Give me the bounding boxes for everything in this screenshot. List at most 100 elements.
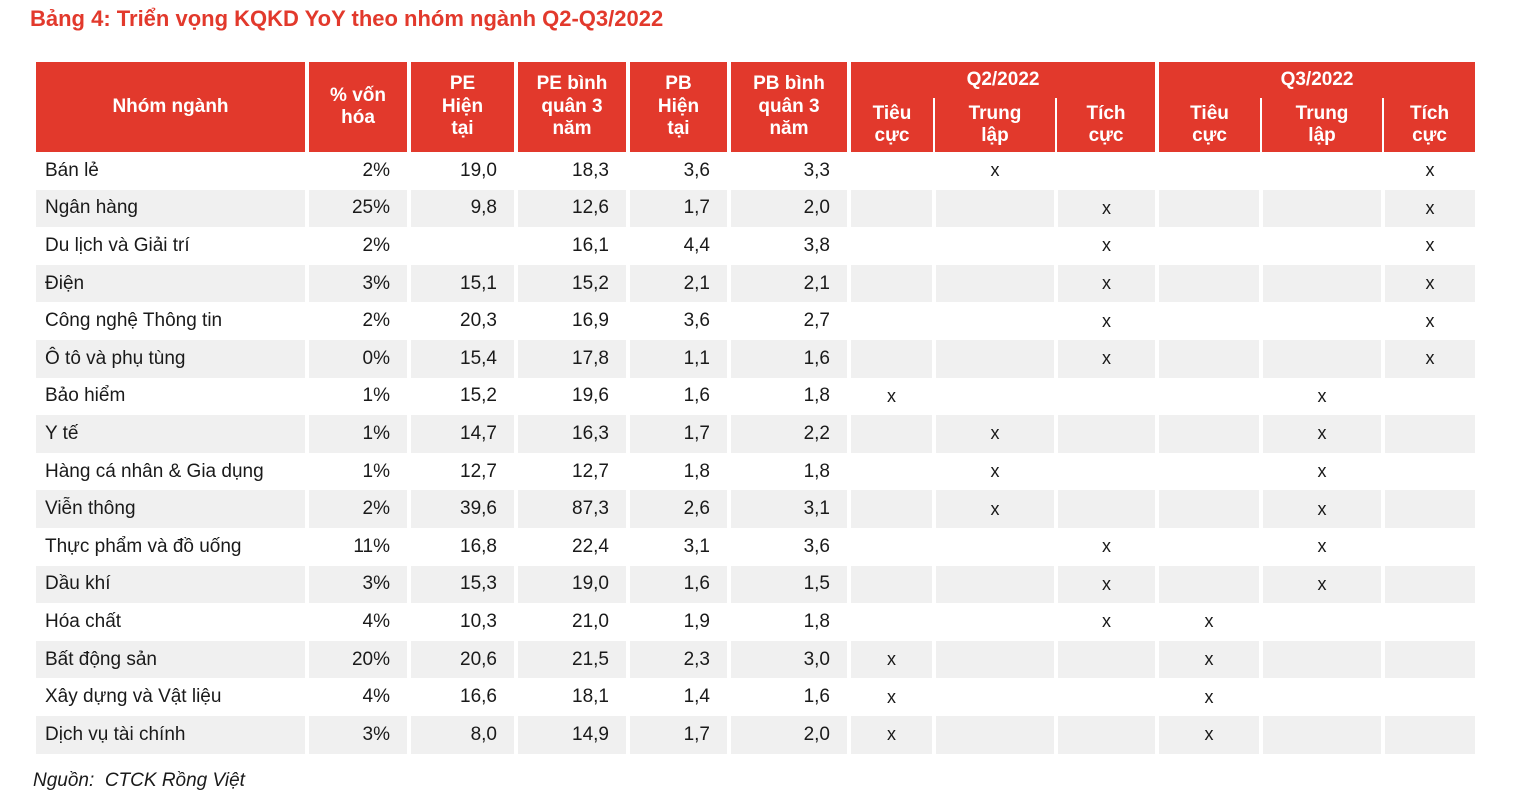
table-row: Bán lẻ 2% 19,0 18,3 3,6 3,3 x x — [36, 152, 1476, 190]
header-q3-neutral: Trung lập — [1260, 98, 1384, 152]
pe-current-cell: 10,3 — [407, 603, 516, 641]
table-row: Dịch vụ tài chính 3% 8,0 14,9 1,7 2,0 x x — [36, 715, 1476, 754]
pe-current-cell — [407, 227, 516, 265]
pe-current-cell: 12,7 — [407, 452, 516, 491]
q2-neutral-mark-cell — [932, 715, 1056, 754]
pb-avg3y-cell: 1,6 — [727, 339, 849, 378]
q2-neutral-mark-cell: x — [932, 490, 1056, 528]
industry-outlook-table: Nhóm ngành % vốn hóa PE Hiện tại PE bình… — [36, 62, 1476, 754]
table-row: Thực phẩm và đồ uống 11% 16,8 22,4 3,1 3,6 x x — [36, 527, 1476, 566]
q2-positive-mark-cell: x — [1053, 264, 1158, 303]
table-row: Ô tô và phụ tùng 0% 15,4 17,8 1,1 1,6 x x — [36, 339, 1476, 378]
q2-positive-mark-cell — [1053, 490, 1158, 528]
pb-avg3y-cell: 2,7 — [727, 302, 849, 340]
pb-avg3y-cell: 1,8 — [727, 377, 849, 416]
pb-current-cell: 1,1 — [626, 339, 729, 378]
q2-neutral-mark-cell — [932, 603, 1056, 641]
q3-negative-mark-cell — [1155, 377, 1262, 416]
table-header: Nhóm ngành % vốn hóa PE Hiện tại PE bình… — [36, 62, 1476, 152]
q3-positive-mark-cell — [1381, 415, 1476, 453]
pe-avg3y-cell: 19,6 — [514, 377, 628, 416]
pe-current-cell: 9,8 — [407, 189, 516, 228]
q3-positive-mark-cell: x — [1381, 189, 1476, 228]
pe-current-cell: 16,6 — [407, 678, 516, 716]
q2-neutral-mark-cell: x — [932, 415, 1056, 453]
q2-positive-mark-cell: x — [1053, 603, 1158, 641]
q2-neutral-mark-cell — [932, 377, 1056, 416]
pb-avg3y-cell: 3,0 — [727, 640, 849, 679]
table-row: Công nghệ Thông tin 2% 20,3 16,9 3,6 2,7 x x — [36, 302, 1476, 340]
q2-positive-mark-cell: x — [1053, 227, 1158, 265]
q3-negative-mark-cell: x — [1155, 678, 1262, 716]
industry-cell: Du lịch và Giải trí — [36, 227, 307, 265]
q2-negative-mark-cell — [847, 527, 934, 566]
pe-avg3y-cell: 16,3 — [514, 415, 628, 453]
q2-negative-mark-cell — [847, 452, 934, 491]
q3-positive-mark-cell — [1381, 527, 1476, 566]
q2-neutral-mark-cell — [932, 189, 1056, 228]
q3-negative-mark-cell — [1155, 152, 1262, 190]
q2-neutral-mark-cell: x — [932, 152, 1056, 190]
q3-positive-mark-cell: x — [1381, 227, 1476, 265]
table-row: Điện 3% 15,1 15,2 2,1 2,1 x x — [36, 264, 1476, 303]
q2-positive-mark-cell — [1053, 640, 1158, 679]
q2-negative-mark-cell — [847, 490, 934, 528]
q2-positive-mark-cell: x — [1053, 565, 1158, 604]
q2-positive-mark-cell: x — [1053, 189, 1158, 228]
q2-negative-mark-cell — [847, 189, 934, 228]
q3-positive-mark-cell — [1381, 565, 1476, 604]
market-cap-cell: 4% — [305, 603, 409, 641]
table-row: Du lịch và Giải trí 2% 16,1 4,4 3,8 x x — [36, 227, 1476, 265]
q3-neutral-mark-cell — [1259, 189, 1384, 228]
market-cap-cell: 3% — [305, 715, 409, 754]
table-row: Ngân hàng 25% 9,8 12,6 1,7 2,0 x x — [36, 189, 1476, 228]
pe-avg3y-cell: 15,2 — [514, 264, 628, 303]
q2-negative-mark-cell — [847, 302, 934, 340]
pe-current-cell: 14,7 — [407, 415, 516, 453]
pb-avg3y-cell: 1,5 — [727, 565, 849, 604]
pe-current-cell: 15,4 — [407, 339, 516, 378]
table-row: Viễn thông 2% 39,6 87,3 2,6 3,1 x x — [36, 490, 1476, 528]
q3-neutral-mark-cell — [1259, 227, 1384, 265]
q3-neutral-mark-cell — [1259, 678, 1384, 716]
q3-negative-mark-cell — [1155, 264, 1262, 303]
pe-current-cell: 39,6 — [407, 490, 516, 528]
pb-avg3y-cell: 2,2 — [727, 415, 849, 453]
pe-avg3y-cell: 19,0 — [514, 565, 628, 604]
q3-positive-mark-cell — [1381, 678, 1476, 716]
q3-negative-mark-cell — [1155, 189, 1262, 228]
header-q3-positive: Tích cực — [1382, 98, 1476, 152]
q2-neutral-mark-cell — [932, 302, 1056, 340]
pb-avg3y-cell: 3,6 — [727, 527, 849, 566]
header-group-q2-2022: Q2/2022 — [846, 62, 1158, 98]
pe-current-cell: 16,8 — [407, 527, 516, 566]
q3-negative-mark-cell — [1155, 452, 1262, 491]
table-row: Y tế 1% 14,7 16,3 1,7 2,2 x x — [36, 415, 1476, 453]
q3-neutral-mark-cell — [1259, 152, 1384, 190]
pb-avg3y-cell: 1,6 — [727, 678, 849, 716]
pb-avg3y-cell: 2,0 — [727, 715, 849, 754]
pb-current-cell: 1,9 — [626, 603, 729, 641]
q3-neutral-mark-cell — [1259, 339, 1384, 378]
pe-current-cell: 15,1 — [407, 264, 516, 303]
market-cap-cell: 4% — [305, 678, 409, 716]
q3-positive-mark-cell — [1381, 452, 1476, 491]
pe-current-cell: 20,3 — [407, 302, 516, 340]
q3-negative-mark-cell — [1155, 227, 1262, 265]
q2-negative-mark-cell — [847, 152, 934, 190]
industry-cell: Hàng cá nhân & Gia dụng — [36, 452, 307, 491]
industry-cell: Công nghệ Thông tin — [36, 302, 307, 340]
table-row: Hàng cá nhân & Gia dụng 1% 12,7 12,7 1,8 1,8 x… — [36, 452, 1476, 491]
pb-current-cell: 4,4 — [626, 227, 729, 265]
q2-positive-mark-cell — [1053, 678, 1158, 716]
pe-current-cell: 15,2 — [407, 377, 516, 416]
pe-avg3y-cell: 16,9 — [514, 302, 628, 340]
q3-neutral-mark-cell — [1259, 715, 1384, 754]
industry-cell: Bảo hiểm — [36, 377, 307, 416]
market-cap-cell: 1% — [305, 377, 409, 416]
market-cap-cell: 1% — [305, 415, 409, 453]
q2-negative-mark-cell: x — [847, 377, 934, 416]
q2-neutral-mark-cell — [932, 264, 1056, 303]
q2-negative-mark-cell — [847, 565, 934, 604]
q3-neutral-mark-cell — [1259, 640, 1384, 679]
